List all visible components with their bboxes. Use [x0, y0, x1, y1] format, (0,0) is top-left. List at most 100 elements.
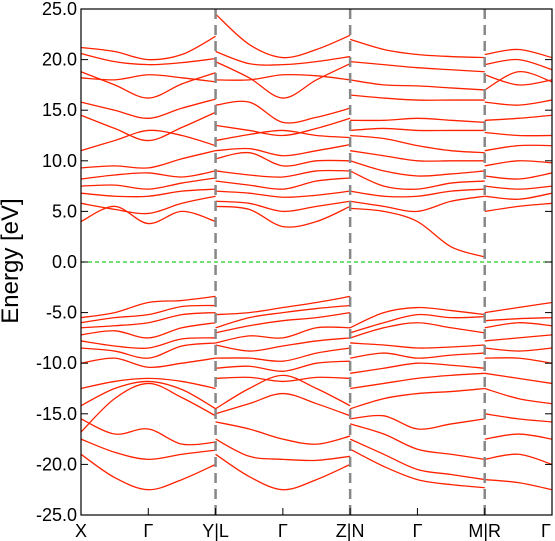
band-line-64	[350, 195, 485, 213]
band-line-75	[349, 423, 485, 460]
band-line-74	[350, 414, 485, 430]
band-line-8	[80, 170, 216, 180]
y-tick-label-2: 15.0	[42, 100, 77, 120]
y-tick-label-8: -15.0	[36, 404, 77, 424]
band-line-86	[484, 160, 553, 167]
band-line-90	[484, 202, 553, 213]
band-line-82	[484, 99, 553, 106]
band-line-21	[80, 380, 216, 410]
band-line-72	[350, 372, 485, 390]
band-line-91	[484, 301, 553, 314]
y-tick-label-6: -5.0	[46, 303, 77, 323]
bands-layer	[80, 13, 553, 491]
band-line-18	[80, 342, 216, 359]
band-line-43	[215, 326, 351, 344]
band-line-13	[80, 295, 216, 319]
band-line-61	[349, 160, 485, 177]
band-line-6	[80, 129, 216, 152]
band-line-5	[80, 111, 216, 142]
band-line-83	[484, 114, 553, 121]
band-line-2	[80, 71, 216, 99]
band-line-53	[349, 38, 485, 59]
band-line-55	[350, 79, 485, 91]
band-line-63	[350, 188, 485, 198]
band-line-44	[215, 337, 351, 352]
band-line-99	[484, 413, 553, 423]
band-line-37	[215, 190, 351, 198]
band-line-68	[349, 322, 485, 339]
band-line-34	[215, 151, 351, 167]
band-line-9	[80, 177, 216, 190]
band-line-15	[80, 311, 216, 329]
band-line-92	[484, 317, 553, 322]
y-tick-label-0: 25.0	[42, 0, 77, 19]
band-line-29	[215, 73, 351, 81]
band-line-3	[80, 74, 216, 83]
x-tick-label-0: X	[75, 521, 87, 541]
y-tick-label-1: 20.0	[42, 50, 77, 70]
y-tick-label-4: 5.0	[52, 201, 77, 221]
y-tick-label-7: -10.0	[36, 353, 77, 373]
band-line-57	[350, 117, 485, 123]
y-ticks-layer: 25.0 20.0 15.0 10.0 5.0 0.0 -5.0 -10.0 -15.0 -20.…	[36, 0, 552, 525]
band-line-49	[215, 392, 351, 417]
segment-boundaries-layer	[214, 9, 486, 515]
band-line-96	[484, 357, 553, 364]
band-line-22	[80, 382, 216, 433]
x-tick-label-3: Γ	[278, 521, 288, 541]
band-line-19	[80, 357, 216, 369]
band-line-98	[484, 387, 553, 405]
band-line-26	[215, 13, 351, 59]
band-line-31	[215, 117, 351, 137]
band-line-45	[215, 347, 351, 362]
band-line-94	[484, 334, 553, 342]
x-tick-label-7: Γ	[541, 521, 551, 541]
band-line-32	[215, 129, 351, 142]
band-line-51	[215, 438, 351, 462]
band-line-14	[80, 304, 216, 324]
band-line-101	[484, 453, 553, 466]
band-line-59	[350, 134, 485, 154]
y-tick-label-10: -25.0	[36, 505, 77, 525]
band-line-62	[349, 170, 485, 190]
band-line-28	[215, 61, 351, 99]
band-line-102	[484, 478, 553, 491]
band-line-88	[484, 185, 553, 190]
band-line-11	[80, 195, 216, 215]
band-line-73	[349, 387, 485, 410]
band-line-84	[484, 131, 553, 137]
band-line-89	[484, 192, 553, 200]
band-line-79	[484, 58, 553, 71]
band-line-25	[80, 453, 216, 491]
band-line-0	[80, 35, 216, 61]
band-line-69	[350, 342, 485, 349]
x-ticks-layer: X Γ Y|L Γ Z|N Γ M|R Γ	[75, 508, 553, 541]
band-line-30	[215, 100, 351, 124]
band-line-48	[215, 374, 351, 410]
band-line-70	[350, 352, 485, 359]
x-tick-label-1: Γ	[143, 521, 153, 541]
band-line-17	[80, 337, 216, 350]
band-line-58	[350, 127, 485, 132]
y-tick-label-5: 0.0	[52, 252, 77, 272]
band-line-85	[484, 144, 553, 152]
x-tick-label-4: Z|N	[336, 521, 365, 541]
band-line-78	[484, 48, 553, 59]
y-tick-label-3: 10.0	[42, 151, 77, 171]
x-tick-label-2: Y|L	[202, 521, 229, 541]
band-line-52	[215, 453, 351, 491]
band-line-56	[350, 94, 485, 101]
band-line-10	[80, 188, 216, 198]
x-tick-label-5: Γ	[412, 521, 422, 541]
band-line-50	[215, 421, 351, 445]
band-line-39	[215, 205, 351, 228]
x-tick-label-6: M|R	[468, 521, 501, 541]
band-line-47	[215, 376, 351, 383]
band-line-66	[349, 306, 485, 329]
band-line-36	[215, 177, 351, 190]
band-line-60	[350, 150, 485, 162]
band-line-38	[215, 200, 351, 213]
band-line-42	[215, 311, 351, 334]
band-line-95	[484, 347, 553, 352]
